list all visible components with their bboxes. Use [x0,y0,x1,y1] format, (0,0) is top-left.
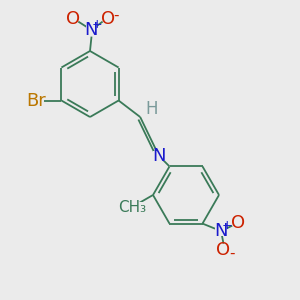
Bar [122,202,142,212]
Bar [232,218,243,228]
Text: O: O [101,10,115,28]
Bar [146,104,157,113]
Text: -: - [229,246,235,261]
Bar [153,151,165,161]
Text: O: O [66,10,80,28]
Bar [103,14,113,24]
Text: O: O [216,241,231,259]
Text: -: - [114,8,119,23]
Bar [28,95,44,106]
Text: Br: Br [26,92,46,110]
Text: +: + [92,17,102,31]
Bar [218,244,229,255]
Bar [215,226,227,236]
Text: N: N [214,222,228,240]
Bar [86,25,97,35]
Text: CH₃: CH₃ [118,200,146,214]
Text: H: H [145,100,158,118]
Text: N: N [85,21,98,39]
Text: +: + [221,219,232,232]
Text: N: N [152,147,166,165]
Bar [68,14,78,24]
Text: O: O [230,214,245,232]
